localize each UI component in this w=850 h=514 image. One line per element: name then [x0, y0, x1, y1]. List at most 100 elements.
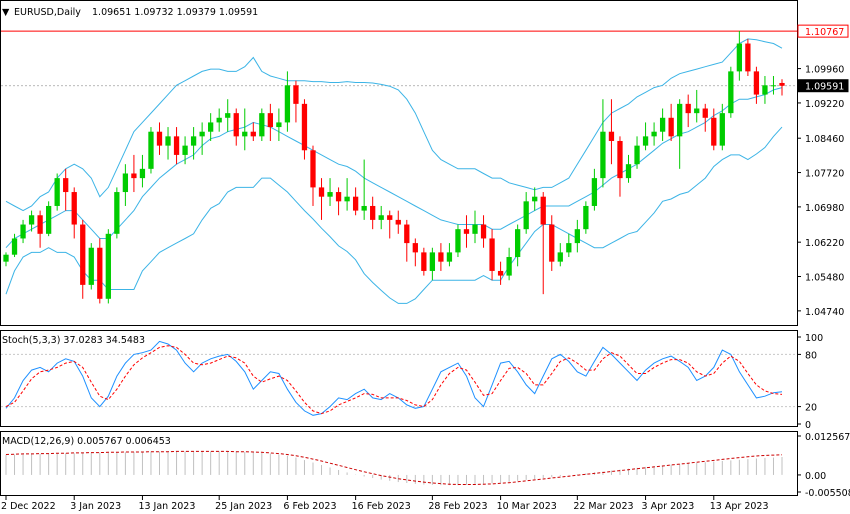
candle[interactable] [651, 122, 657, 146]
candle[interactable] [455, 224, 461, 258]
candle[interactable] [421, 247, 427, 276]
candle[interactable] [617, 136, 623, 197]
candle[interactable] [20, 219, 26, 244]
candle[interactable] [472, 210, 478, 244]
candle[interactable] [370, 196, 376, 230]
candle[interactable] [404, 219, 410, 262]
candle[interactable] [549, 215, 555, 271]
candle[interactable] [250, 122, 256, 141]
candle[interactable] [429, 247, 436, 281]
stoch-panel[interactable]: 100 80 20 0 [1, 333, 823, 431]
candle[interactable] [122, 164, 129, 206]
candle[interactable] [711, 108, 717, 151]
candle[interactable] [105, 229, 111, 304]
candle[interactable] [753, 66, 760, 104]
candle[interactable] [497, 261, 504, 285]
candle[interactable] [11, 233, 18, 258]
candle[interactable] [63, 168, 69, 211]
candle[interactable] [267, 103, 273, 141]
candle[interactable] [3, 252, 9, 267]
candle[interactable] [216, 108, 222, 132]
candle[interactable] [242, 108, 248, 151]
time-tick-label: 2 Dec 2022 [1, 501, 56, 512]
candle[interactable] [114, 187, 120, 239]
candle[interactable] [770, 76, 777, 95]
candle[interactable] [480, 215, 487, 248]
candle[interactable] [97, 238, 103, 304]
candle[interactable] [600, 99, 606, 188]
candle[interactable] [301, 99, 308, 160]
candle[interactable] [446, 243, 453, 267]
candle[interactable] [80, 219, 86, 299]
candle[interactable] [293, 80, 299, 123]
candle[interactable] [182, 136, 188, 165]
candle[interactable] [728, 66, 734, 118]
candle[interactable] [259, 108, 265, 141]
candle[interactable] [438, 243, 444, 271]
candle[interactable] [506, 247, 512, 281]
candle[interactable] [685, 94, 691, 128]
candle[interactable] [284, 71, 291, 132]
candle[interactable] [736, 30, 743, 81]
dropdown-marker-icon[interactable]: ▼ [2, 7, 10, 18]
candle[interactable] [148, 127, 154, 174]
candle[interactable] [574, 219, 580, 253]
candle[interactable] [702, 103, 708, 132]
candle[interactable] [412, 238, 418, 267]
candle[interactable] [361, 159, 367, 220]
candle[interactable] [54, 173, 60, 211]
candle[interactable] [523, 192, 529, 234]
candle[interactable] [762, 76, 768, 104]
candle[interactable] [165, 127, 171, 160]
candle[interactable] [156, 122, 163, 155]
candle[interactable] [557, 243, 563, 267]
candle[interactable] [719, 103, 725, 151]
candle[interactable] [199, 122, 205, 155]
candle[interactable] [779, 79, 785, 96]
candle[interactable] [173, 127, 180, 165]
candle[interactable] [327, 178, 333, 206]
macd-panel[interactable]: 0.012567 0.00 -0.005508 [5, 432, 850, 499]
candle[interactable] [489, 229, 495, 281]
candle[interactable] [190, 127, 197, 160]
candle[interactable] [583, 201, 589, 234]
candle[interactable] [71, 187, 77, 239]
candle[interactable] [28, 210, 35, 232]
candle[interactable] [608, 99, 615, 165]
candle[interactable] [642, 122, 649, 151]
candle[interactable] [625, 154, 632, 183]
candle[interactable] [694, 89, 700, 123]
candle[interactable] [659, 108, 666, 141]
candle[interactable] [88, 243, 94, 290]
candle[interactable] [225, 99, 231, 132]
candle[interactable] [634, 136, 640, 169]
candle[interactable] [318, 178, 325, 220]
candle[interactable] [378, 205, 384, 230]
candle[interactable] [532, 187, 538, 211]
candle[interactable] [668, 103, 674, 141]
candle[interactable] [352, 187, 359, 216]
candle[interactable] [310, 145, 316, 206]
candle[interactable] [276, 108, 282, 141]
candle[interactable] [745, 38, 751, 77]
candle[interactable] [515, 224, 521, 267]
candle-body [3, 254, 9, 262]
candle[interactable] [139, 154, 146, 188]
candle[interactable] [395, 210, 401, 234]
candle[interactable] [45, 201, 52, 237]
candle[interactable] [463, 215, 470, 248]
candle[interactable] [131, 154, 137, 193]
candle-body [591, 178, 598, 206]
candle[interactable] [540, 192, 546, 295]
candle[interactable] [335, 187, 342, 216]
candle[interactable] [344, 178, 350, 211]
candle[interactable] [387, 210, 393, 239]
candle[interactable] [208, 113, 214, 141]
candle[interactable] [566, 233, 572, 258]
candle[interactable] [37, 210, 43, 248]
candle[interactable] [591, 168, 598, 211]
candle[interactable] [233, 108, 239, 146]
price-panel[interactable] [1, 30, 797, 304]
candle[interactable] [677, 99, 683, 169]
